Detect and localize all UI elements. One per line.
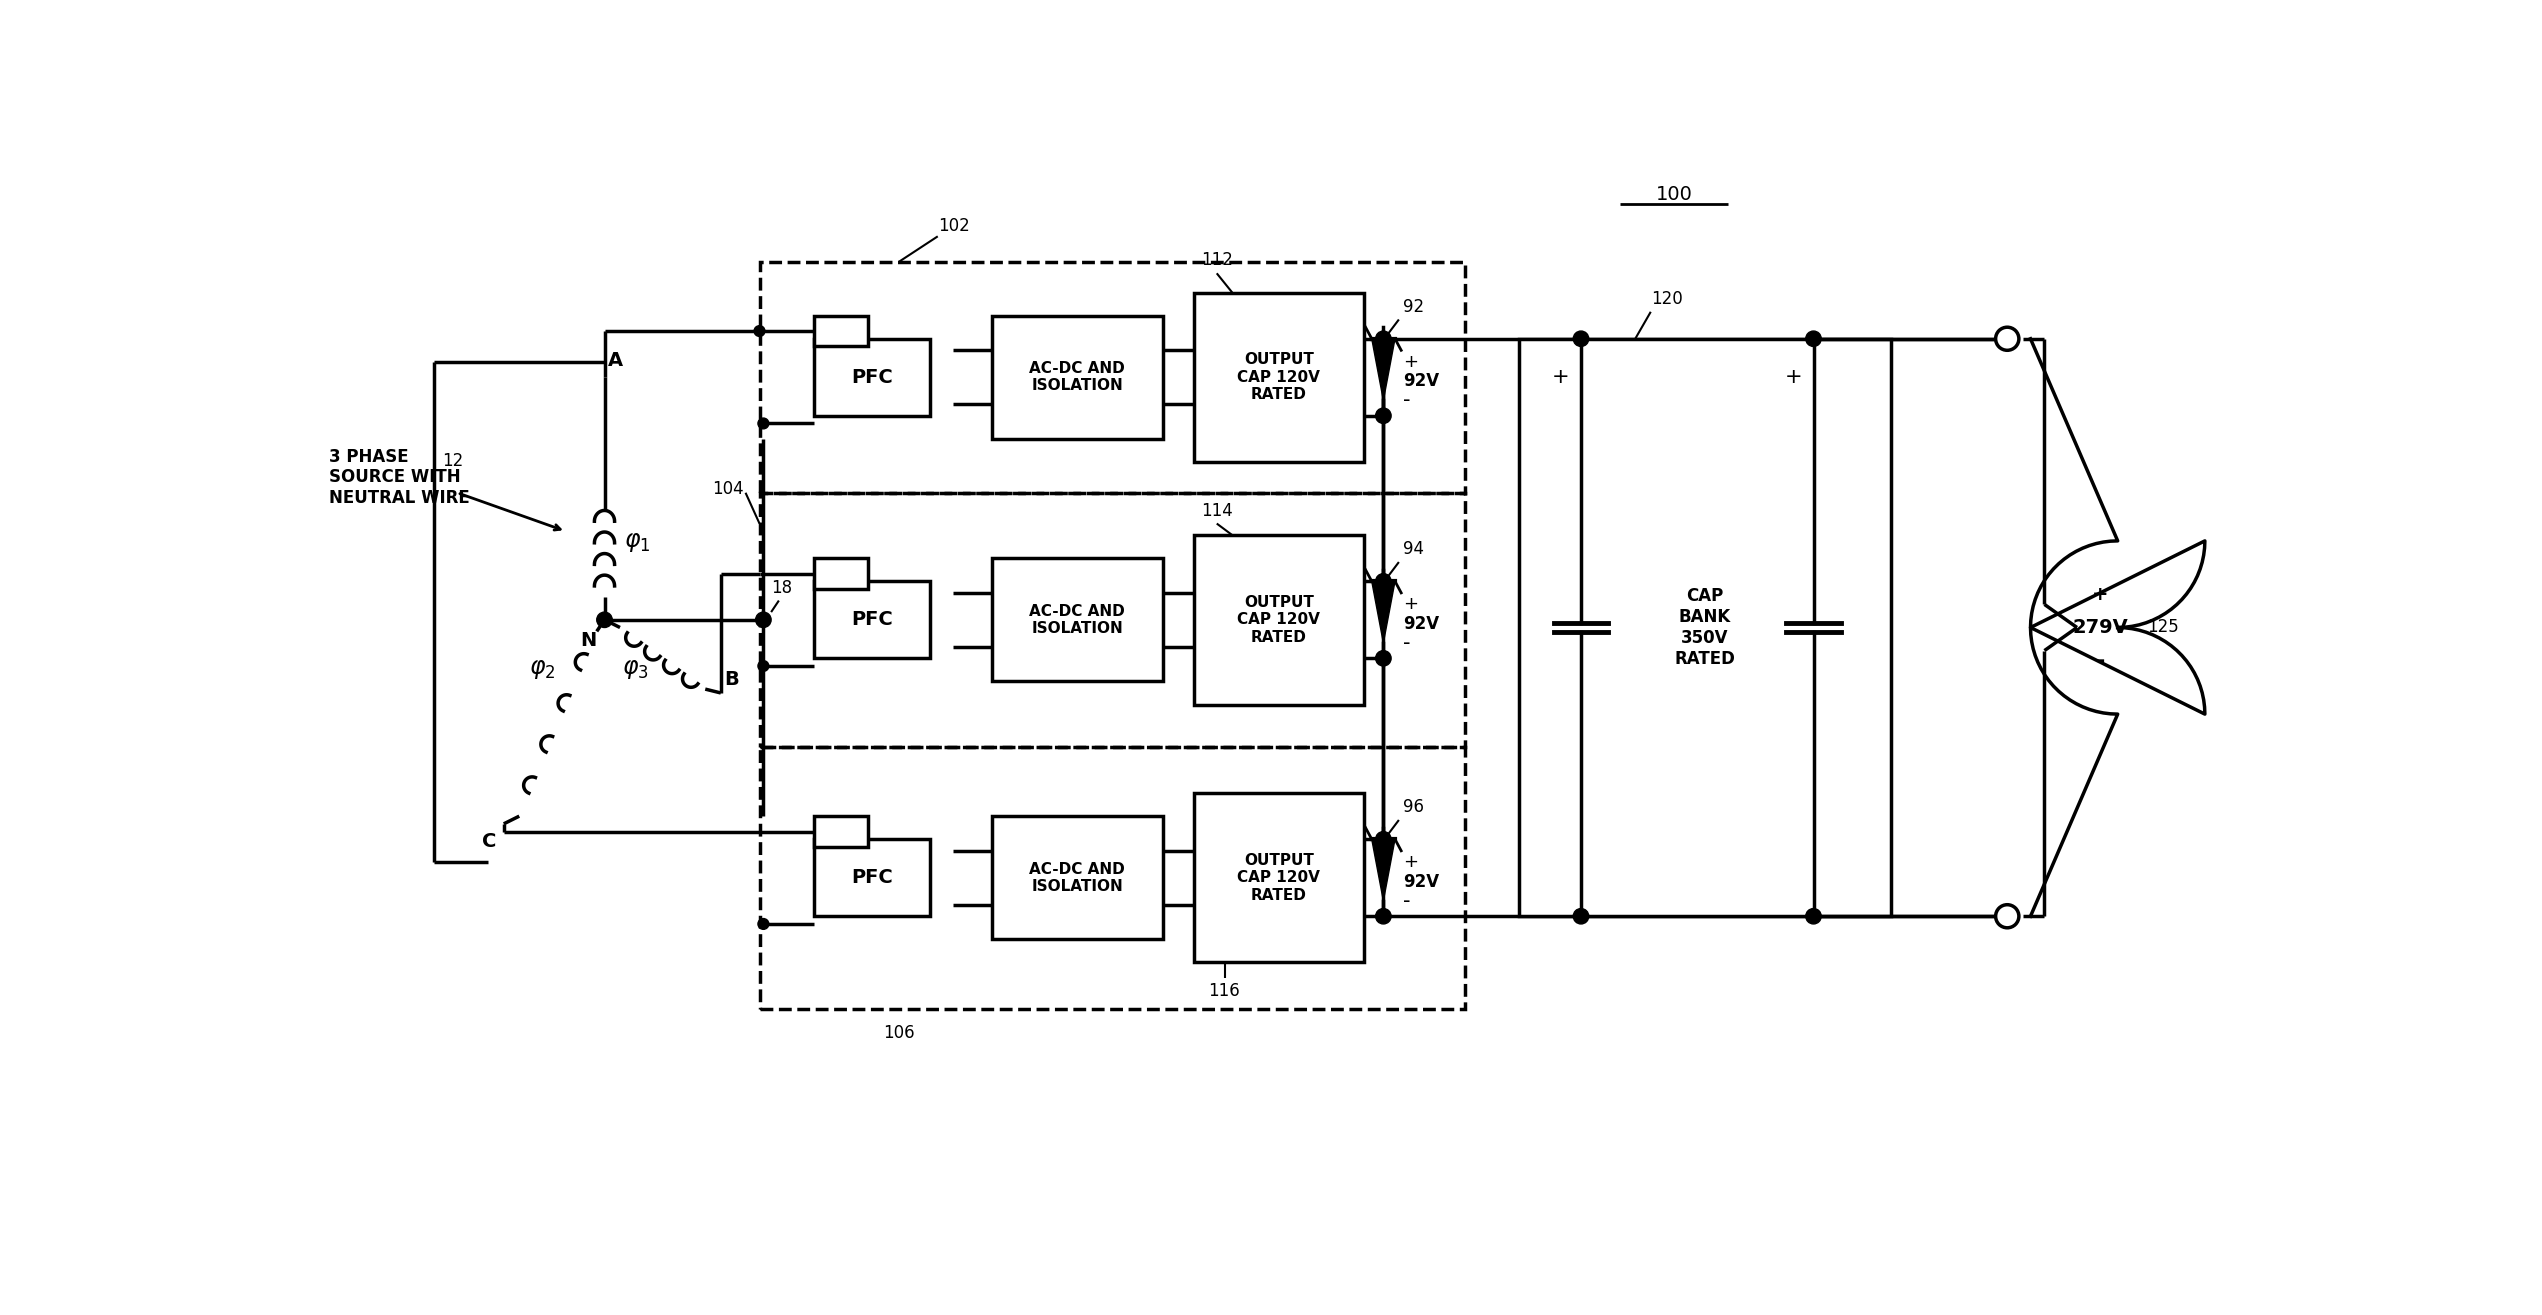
Bar <box>1520 339 1891 917</box>
Text: 92V: 92V <box>1403 372 1439 391</box>
Text: PFC: PFC <box>852 868 892 888</box>
Circle shape <box>1995 327 2018 350</box>
Polygon shape <box>1373 581 1396 643</box>
Text: AC-DC AND
ISOLATION: AC-DC AND ISOLATION <box>1030 861 1126 894</box>
Text: -: - <box>2095 651 2105 671</box>
Bar <box>760 493 1464 747</box>
Text: 116: 116 <box>1207 982 1240 999</box>
Circle shape <box>1375 408 1390 423</box>
Text: 12: 12 <box>442 451 463 469</box>
Text: 279V: 279V <box>2072 618 2128 636</box>
Text: N: N <box>580 631 597 651</box>
Bar <box>1195 292 1365 462</box>
Text: +: + <box>1403 596 1418 613</box>
Circle shape <box>1805 331 1820 346</box>
Bar <box>1195 793 1365 963</box>
Text: -: - <box>1403 890 1411 911</box>
Circle shape <box>1375 831 1390 847</box>
Bar <box>760 747 1464 1009</box>
Bar <box>991 316 1162 439</box>
Circle shape <box>1375 651 1390 665</box>
Text: C: C <box>480 831 496 851</box>
Text: -: - <box>1403 633 1411 654</box>
Text: OUTPUT
CAP 120V
RATED: OUTPUT CAP 120V RATED <box>1238 853 1319 902</box>
Text: $\varphi_1$: $\varphi_1$ <box>623 531 651 555</box>
Text: 102: 102 <box>938 217 969 235</box>
Circle shape <box>755 611 770 627</box>
Text: 120: 120 <box>1650 289 1683 308</box>
Text: 18: 18 <box>770 579 793 597</box>
Text: +: + <box>1403 853 1418 872</box>
Bar <box>813 558 867 589</box>
Circle shape <box>1375 331 1390 346</box>
Text: 112: 112 <box>1202 251 1233 270</box>
Text: OUTPUT
CAP 120V
RATED: OUTPUT CAP 120V RATED <box>1238 594 1319 644</box>
Circle shape <box>1375 909 1390 924</box>
Text: CAP
BANK
350V
RATED: CAP BANK 350V RATED <box>1675 588 1736 668</box>
Circle shape <box>1573 909 1589 924</box>
Circle shape <box>1573 331 1589 346</box>
Circle shape <box>758 418 768 429</box>
Text: 92V: 92V <box>1403 873 1439 890</box>
Bar <box>813 339 930 416</box>
Text: OUTPUT
CAP 120V
RATED: OUTPUT CAP 120V RATED <box>1238 352 1319 402</box>
Text: 100: 100 <box>1655 184 1693 204</box>
Bar <box>991 558 1162 681</box>
Text: 94: 94 <box>1403 540 1424 558</box>
Text: +: + <box>2092 585 2107 605</box>
Circle shape <box>758 919 768 930</box>
Text: 104: 104 <box>712 480 745 498</box>
Text: $\varphi_2$: $\varphi_2$ <box>529 659 557 681</box>
Text: 125: 125 <box>2148 618 2178 636</box>
Circle shape <box>1995 905 2018 928</box>
Circle shape <box>1375 573 1390 589</box>
Circle shape <box>597 611 613 627</box>
Circle shape <box>758 660 768 672</box>
Text: +: + <box>1403 352 1418 371</box>
Text: 114: 114 <box>1202 502 1233 519</box>
Bar <box>813 316 867 346</box>
Bar <box>991 817 1162 939</box>
Circle shape <box>755 326 765 337</box>
Text: 92: 92 <box>1403 297 1424 316</box>
Text: 96: 96 <box>1403 798 1424 817</box>
Text: -: - <box>1403 391 1411 410</box>
Text: +: + <box>1784 367 1802 387</box>
Text: 106: 106 <box>882 1024 915 1041</box>
Text: PFC: PFC <box>852 610 892 630</box>
Bar <box>760 262 1464 493</box>
Text: 3 PHASE
SOURCE WITH
NEUTRAL WIRE: 3 PHASE SOURCE WITH NEUTRAL WIRE <box>330 447 470 508</box>
Bar <box>813 839 930 917</box>
Text: 92V: 92V <box>1403 614 1439 633</box>
Text: A: A <box>608 351 623 370</box>
Text: PFC: PFC <box>852 368 892 387</box>
Text: B: B <box>724 671 740 689</box>
Text: AC-DC AND
ISOLATION: AC-DC AND ISOLATION <box>1030 362 1126 393</box>
Bar <box>1195 535 1365 705</box>
Circle shape <box>1805 909 1820 924</box>
Bar <box>813 581 930 659</box>
Text: +: + <box>1551 367 1568 387</box>
Polygon shape <box>1373 839 1396 901</box>
Polygon shape <box>1373 339 1396 400</box>
Text: AC-DC AND
ISOLATION: AC-DC AND ISOLATION <box>1030 604 1126 636</box>
Bar <box>813 817 867 847</box>
Text: $\varphi_3$: $\varphi_3$ <box>623 659 648 681</box>
